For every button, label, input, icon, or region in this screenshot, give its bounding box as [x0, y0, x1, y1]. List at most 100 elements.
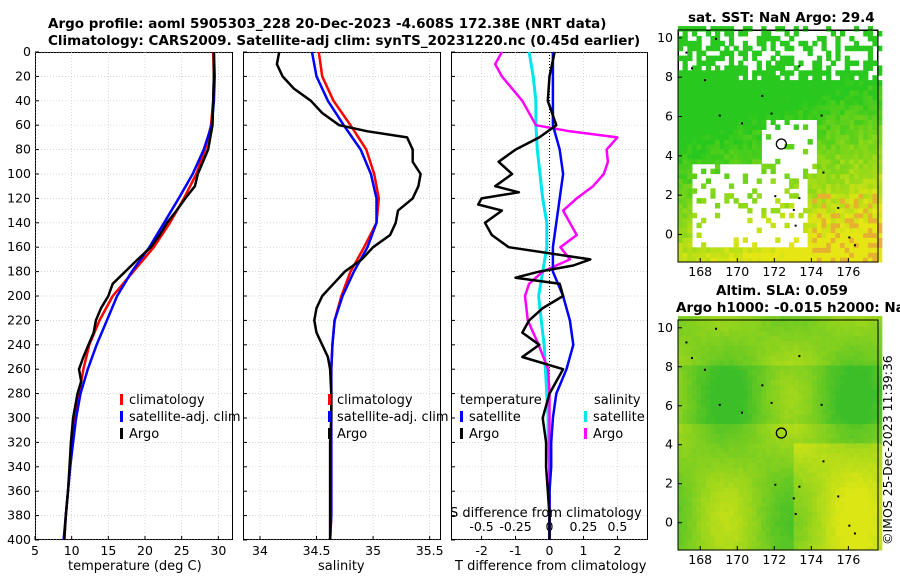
map-cell [710, 134, 716, 140]
map-cell [812, 433, 818, 439]
map-cell [761, 540, 767, 546]
map-cell [719, 496, 725, 502]
map-cell [756, 227, 762, 234]
map-cell [789, 104, 795, 111]
map-cell [812, 384, 818, 390]
map-cell [719, 85, 725, 91]
map-cell [863, 129, 869, 135]
map-cell [701, 447, 707, 454]
map-cell [766, 60, 772, 66]
map-cell [682, 428, 688, 434]
map-cell [858, 423, 864, 429]
map-cell [816, 60, 823, 66]
map-cell [863, 173, 869, 179]
map-cell [853, 129, 860, 135]
map-cell [705, 520, 711, 527]
map-cell [872, 80, 878, 86]
map-cell [863, 345, 869, 351]
map-cell [779, 515, 786, 522]
map-cell [816, 340, 823, 346]
map-cell [803, 423, 809, 429]
map-cell [835, 511, 841, 517]
map-cell [849, 340, 855, 346]
map-cell [844, 99, 850, 106]
map-cell [816, 491, 823, 497]
map-cell [840, 452, 846, 458]
map-cell [775, 345, 781, 351]
map-cell [678, 330, 684, 337]
map-cell [701, 520, 707, 527]
map-cell [835, 515, 841, 522]
map-cell [826, 515, 832, 522]
map-cell [705, 104, 711, 111]
map-cell [858, 325, 864, 332]
map-cell [766, 486, 772, 493]
map-cell [752, 511, 758, 517]
map-cell [728, 70, 735, 76]
map-cell [877, 398, 883, 405]
map-cell [705, 85, 711, 91]
map-cell [812, 104, 818, 111]
map-cell [742, 158, 748, 165]
map-cell [687, 398, 693, 405]
map-cell [691, 423, 698, 429]
map-cell [840, 109, 846, 116]
map-cell [761, 114, 767, 120]
map-cell [770, 335, 776, 342]
map-cell [756, 472, 762, 478]
map-cell [682, 35, 688, 42]
map-cell [821, 433, 827, 439]
map-cell [696, 472, 702, 478]
map-cell [877, 90, 883, 96]
map-cell [715, 26, 721, 32]
map-cell [835, 227, 841, 234]
map-cell [705, 148, 711, 155]
map-cell [761, 321, 767, 327]
map-cell [719, 472, 725, 478]
map-cell [789, 467, 795, 473]
map-cell [682, 496, 688, 502]
map-cell [803, 325, 809, 332]
map-cell [687, 394, 693, 400]
map-cell [747, 389, 753, 395]
map-cell [687, 433, 693, 439]
map-cell [807, 94, 813, 101]
map-cell [821, 222, 827, 229]
map-cell [812, 90, 818, 96]
map-cell [696, 437, 702, 444]
map-cell [793, 193, 799, 199]
map-cell [853, 379, 860, 385]
map-cell [691, 457, 698, 463]
map-cell [687, 222, 693, 229]
map-cell [877, 65, 883, 71]
map-cell [770, 515, 776, 522]
map-cell [724, 355, 730, 361]
map-cell [682, 257, 688, 263]
map-cell [733, 394, 739, 400]
map-cell [724, 340, 730, 346]
map-cell [696, 124, 702, 130]
map-cell [830, 437, 836, 444]
map-cell [858, 408, 864, 415]
map-cell [691, 26, 698, 32]
map-cell [733, 496, 739, 502]
map-cell [747, 433, 753, 439]
map-cell [835, 119, 841, 125]
map-cell [826, 452, 832, 458]
argo-float-marker [775, 138, 787, 150]
map-cell [691, 525, 698, 532]
map-cell [826, 70, 832, 76]
map-cell [863, 374, 869, 381]
map-cell [853, 467, 860, 473]
map-cell [840, 525, 846, 532]
map-cell [872, 85, 878, 91]
map-cell [738, 340, 744, 346]
map-cell [701, 442, 707, 449]
map-cell [770, 257, 776, 263]
map-cell [724, 109, 730, 116]
legend-label: Argo [129, 427, 160, 442]
map-cell [789, 433, 795, 439]
map-cell [756, 408, 762, 415]
map-cell [770, 486, 776, 493]
map-cell [728, 481, 735, 488]
